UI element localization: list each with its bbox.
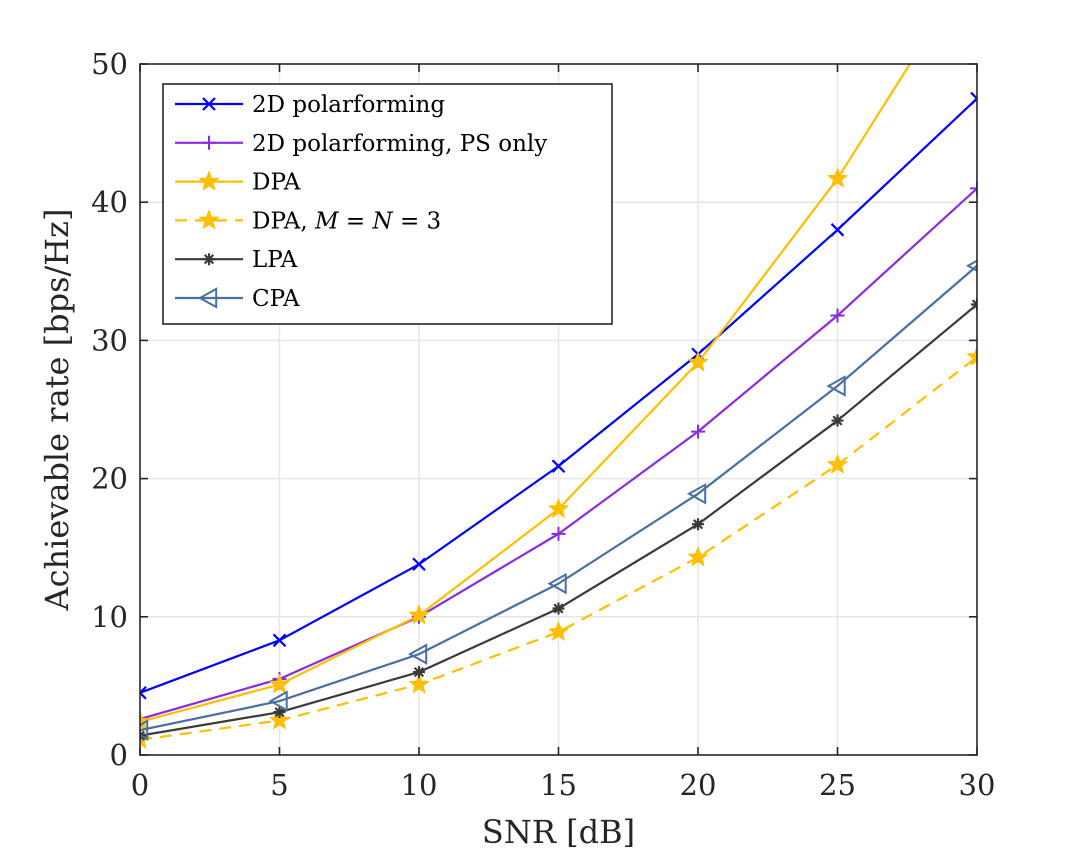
legend-entry: CPA [175,286,300,312]
data-point [272,633,287,648]
axis-ticks: 0 5 10 15 20 25 30 0 10 20 30 40 50 [91,47,995,802]
legend-label: DPA, M = N = 3 [252,208,441,234]
x-tick-label: 25 [819,768,856,802]
x-tick-label: 15 [540,768,577,802]
data-point [269,674,290,694]
legend-marker [202,135,216,150]
legend: 2D polarforming 2D polarforming, PS only D… [162,83,613,325]
legend-marker [198,209,220,229]
legend-label-math: M [314,208,340,234]
legend-marker [198,171,220,191]
data-point [965,259,977,272]
legend-marker [203,253,215,266]
legend-label: LPA [252,247,298,273]
data-point [268,690,288,712]
data-point [551,526,566,541]
data-point [827,454,848,474]
legend-label: 2D polarforming [252,92,445,118]
data-point [408,674,430,694]
x-tick-label: 5 [270,768,288,802]
data-point [692,518,704,531]
data-point [269,709,290,730]
series-line [140,264,977,732]
data-point [140,711,151,731]
data-point [273,706,286,719]
legend-label: DPA [252,170,301,196]
series-2 [140,64,912,731]
data-point [827,168,848,188]
data-point [687,352,709,372]
y-tick-label: 50 [91,47,128,81]
x-tick-label: 30 [959,768,996,802]
legend-entry: 2D polarforming [175,92,445,118]
data-point [548,498,569,518]
data-point [547,572,567,595]
x-tick-label: 0 [131,768,149,802]
data-point [551,459,566,473]
legend-entry: 2D polarforming, PS only [175,131,547,157]
data-point [552,602,565,615]
data-point [408,604,430,625]
data-point [966,346,977,366]
data-point [140,719,149,741]
data-point [687,546,709,566]
series-5 [140,259,977,741]
y-tick-label: 40 [91,185,128,219]
legend-entry: DPA [175,170,301,196]
x-tick-label: 20 [680,768,717,802]
legend-marker [202,97,216,111]
legend-label: CPA [252,286,300,312]
data-point [826,375,846,397]
data-point [412,557,426,572]
data-point [407,643,428,665]
y-tick-label: 10 [91,600,128,634]
legend-label-text: DPA, [252,208,315,234]
x-axis-label: SNR [dB] [482,813,635,851]
legend-label-math: = [339,208,373,234]
legend-entry: LPA [175,247,298,273]
data-point [548,621,569,641]
legend-label-math: = 3 [393,208,442,234]
legend-marker [197,287,218,309]
y-axis-label: Achievable rate [bps/Hz] [38,208,76,611]
legend-box [162,83,613,325]
y-tick-label: 30 [91,323,128,357]
series-4 [140,298,977,742]
legend-entry: DPA, M = N = 3 [175,208,441,234]
data-point [831,414,844,427]
x-tick-label: 10 [401,768,438,802]
data-point [686,483,707,505]
y-tick-label: 0 [110,738,128,772]
legend-label-math: N [372,208,394,234]
data-point [413,666,425,679]
plot-series [140,64,977,749]
data-point [970,91,977,106]
legend-label: 2D polarforming, PS only [252,131,547,157]
data-point [691,424,705,439]
y-tick-label: 20 [91,462,128,496]
data-point [830,308,845,323]
data-point [970,181,977,196]
data-point [140,686,147,700]
data-point [830,223,845,237]
